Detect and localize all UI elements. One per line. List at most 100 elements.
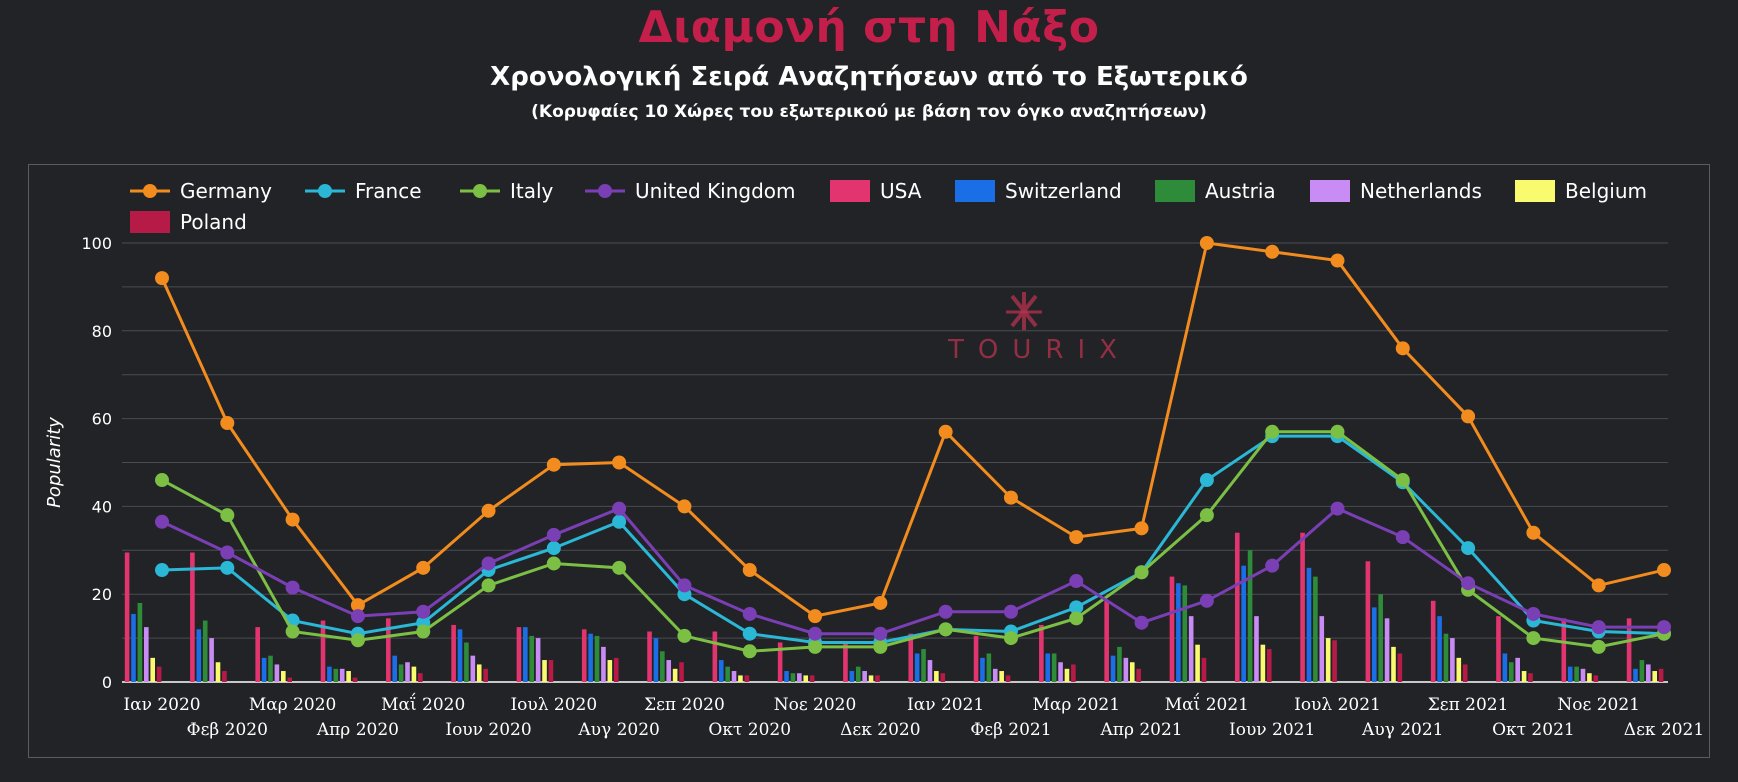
bar [1241, 565, 1246, 682]
legend-label: Germany [180, 179, 272, 203]
bar-series-netherlands [144, 616, 1651, 682]
bar [803, 675, 809, 682]
bar [718, 660, 724, 682]
data-point [1265, 424, 1280, 439]
chart-subnote: (Κορυφαίες 10 Χώρες του εξωτερικού με βά… [531, 102, 1207, 122]
bar [523, 627, 528, 682]
data-point [1591, 578, 1606, 593]
bar [281, 671, 286, 682]
bar [1188, 616, 1194, 682]
data-point [285, 512, 300, 527]
data-point [1003, 490, 1018, 505]
x-tick-label: Δεκ 2020 [840, 720, 920, 740]
bar [1064, 668, 1070, 682]
bar [1658, 668, 1664, 682]
bar [908, 633, 914, 682]
bar [392, 655, 398, 682]
x-tick-label: Σεπ 2020 [644, 695, 725, 715]
bar [1313, 576, 1318, 682]
x-tick-label: Φεβ 2020 [187, 720, 268, 740]
data-point [612, 514, 627, 529]
x-tick-label: Ιουλ 2021 [1294, 695, 1381, 715]
legend-marker [318, 184, 332, 198]
data-point [1657, 620, 1671, 635]
data-point [742, 626, 757, 641]
bar [660, 651, 665, 682]
data-point [612, 455, 627, 470]
data-point [350, 598, 365, 613]
line-series-italy [155, 424, 1671, 659]
bar [346, 671, 351, 682]
series-line [161, 506, 1664, 636]
bar [529, 635, 535, 682]
bar [274, 664, 280, 682]
bar [744, 675, 750, 682]
bar [1521, 671, 1527, 682]
bar [287, 677, 293, 682]
bar [1129, 662, 1135, 682]
legend-item-france: France [305, 179, 422, 203]
tourix-logo-icon [1006, 292, 1042, 330]
bars-layer [124, 532, 1664, 682]
data-point [481, 556, 496, 571]
bar-series-usa [124, 532, 1632, 682]
bar [1515, 657, 1520, 682]
bar [1176, 583, 1181, 682]
data-point [1657, 563, 1671, 578]
data-point [1134, 521, 1149, 536]
data-point [1265, 244, 1280, 259]
x-tick-label: Απρ 2020 [316, 720, 399, 740]
legend: Germany France Italy United Kingdom USA Switz… [130, 179, 1647, 234]
x-tick-label: Μαρ 2021 [1032, 695, 1120, 715]
x-tick-label: Ιαν 2021 [907, 695, 984, 715]
y-tick-label: 60 [92, 410, 112, 429]
bar [1306, 567, 1312, 682]
data-point [1069, 611, 1084, 626]
bar [601, 646, 606, 682]
bar [156, 666, 162, 682]
bar [516, 627, 522, 682]
legend-label: Italy [510, 179, 554, 203]
bar [973, 635, 979, 682]
bar [1104, 600, 1109, 682]
x-tick-label: Αυγ 2020 [577, 720, 659, 740]
x-tick-label: Νοε 2020 [774, 695, 857, 715]
legend-item-italy: Italy [460, 179, 554, 203]
bar [647, 631, 652, 682]
bar [1456, 657, 1462, 682]
data-point [677, 499, 692, 514]
bar [261, 657, 267, 682]
series-line [161, 430, 1665, 653]
bar [1266, 649, 1272, 682]
bar [1397, 653, 1403, 682]
y-tick-label: 40 [92, 497, 112, 516]
bar [1005, 675, 1011, 682]
x-tick-label: Φεβ 2021 [970, 720, 1051, 740]
bar [1430, 600, 1436, 682]
data-point [155, 563, 169, 578]
data-point [1330, 501, 1345, 516]
data-point [1265, 558, 1280, 573]
x-tick-label: Ιουν 2020 [445, 720, 531, 740]
bar [1201, 657, 1207, 682]
data-point [1395, 341, 1410, 356]
bar-series-belgium [150, 638, 1657, 682]
x-tick-label: Ιαν 2020 [123, 695, 200, 715]
bar [542, 660, 547, 682]
bar [1247, 550, 1253, 682]
bar [327, 666, 332, 682]
bar [1574, 666, 1579, 682]
data-point [1461, 541, 1476, 556]
bar [731, 671, 737, 682]
data-point [808, 626, 823, 641]
bar [418, 673, 423, 682]
bar [1646, 664, 1651, 682]
legend-item-usa: USA [830, 179, 922, 203]
bar [268, 655, 273, 682]
data-point [1069, 600, 1084, 615]
legend-marker [598, 184, 612, 198]
data-point [1330, 424, 1345, 439]
bar [653, 638, 659, 682]
lines-layer [155, 236, 1671, 659]
bar [1058, 662, 1063, 682]
